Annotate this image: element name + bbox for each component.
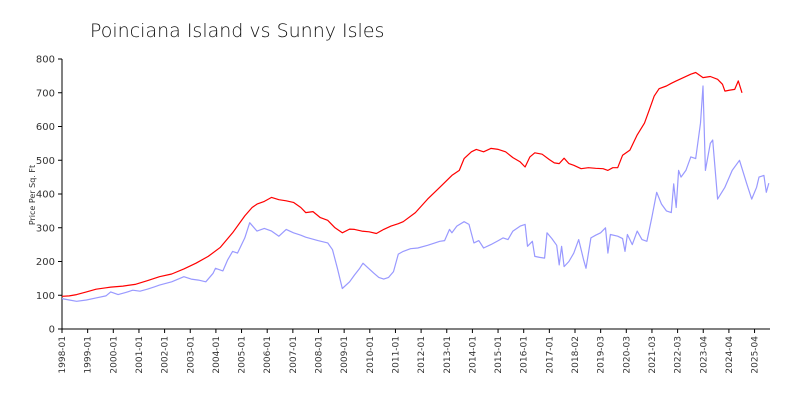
x-tick-label: 2025-04 [751,336,761,374]
x-tick-label: 1998-01 [58,336,68,374]
x-tick-label: 2023-04 [699,336,709,374]
x-tick-label: 2005-01 [238,336,248,374]
y-tick-label: 600 [36,122,55,133]
x-tick-label: 2009-01 [340,336,350,374]
x-tick-label: 2010-01 [366,336,376,374]
x-axis: 1998-01 1999-01 2000-01 2001-01 2002-01 2003-… [58,328,770,374]
x-tick-label: 2014-01 [468,336,478,374]
x-tick-label: 2020-03 [622,336,632,374]
y-tick-label: 300 [36,223,55,234]
x-tick-label: 2000-01 [109,336,119,374]
x-tick-label: 2016-01 [520,336,530,374]
y-tick-label: 100 [36,291,55,302]
x-tick-label: 2008-01 [315,336,325,374]
x-tick-label: 2003-01 [186,336,196,374]
series-line-2 [61,85,770,302]
x-tick-label: 2024-04 [725,336,735,374]
x-tick-label: 2021-03 [648,336,658,374]
y-tick-label: 200 [36,257,55,268]
x-tick-label: 2018-02 [571,336,581,374]
x-tick-label: 2004-01 [212,336,222,374]
x-tick-label: 2002-01 [161,336,171,374]
y-tick-label: 800 [36,55,55,66]
x-tick-label: 2011-01 [391,336,401,374]
chart-title: Poinciana Island vs Sunny Isles [90,20,384,42]
x-tick-label: 1999-01 [84,336,94,374]
y-axis: 0 100 200 300 400 500 600 700 800 [36,55,63,336]
x-tick-label: 2013-01 [443,336,453,374]
x-tick-label: 2007-01 [289,336,299,374]
y-tick-label: 700 [36,88,55,99]
y-axis-label: Price Per Sq. Ft [28,165,37,225]
y-tick-label: 0 [49,325,55,336]
y-tick-label: 400 [36,190,55,201]
x-tick-label: 2012-01 [417,336,427,374]
series-layer [61,71,770,302]
y-tick-label: 500 [36,156,55,167]
x-tick-label: 2017-01 [545,336,555,374]
x-tick-label: 2006-01 [263,336,273,374]
x-tick-label: 2022-03 [674,336,684,374]
series-line-1 [61,71,743,297]
x-tick-label: 2019-03 [597,336,607,374]
x-tick-label: 2015-01 [494,336,504,374]
x-tick-label: 2001-01 [135,336,145,374]
